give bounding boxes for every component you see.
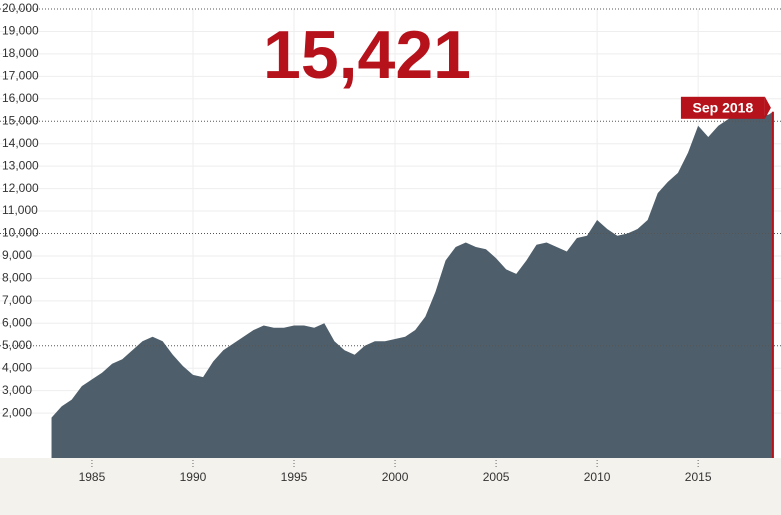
x-tick-label: 1985	[79, 470, 106, 484]
headline: 15,421	[263, 17, 471, 93]
y-tick-label: 5,000	[2, 338, 32, 352]
y-tick-label: 16,000	[2, 91, 39, 105]
y-tick-label: 2,000	[2, 405, 32, 419]
x-tick-label: 1990	[180, 470, 207, 484]
y-tick-label: 10,000	[2, 226, 39, 240]
y-tick-label: 6,000	[2, 315, 32, 329]
y-tick-label: 20,000	[2, 1, 39, 15]
y-tick-label: 19,000	[2, 24, 39, 38]
y-tick-label: 8,000	[2, 271, 32, 285]
end-label: Sep 2018	[693, 100, 754, 116]
x-tick-label: 2015	[685, 470, 712, 484]
y-tick-label: 17,000	[2, 69, 39, 83]
area	[51, 110, 773, 459]
y-tick-label: 3,000	[2, 383, 32, 397]
y-tick-label: 4,000	[2, 360, 32, 374]
x-tick-label: 2000	[382, 470, 409, 484]
y-tick-label: 11,000	[2, 203, 38, 217]
y-tick-label: 14,000	[2, 136, 39, 150]
end-label-pointer	[764, 96, 771, 119]
y-tick-label: 9,000	[2, 248, 32, 262]
end-label-box	[680, 96, 765, 119]
y-tick-label: 12,000	[2, 181, 39, 195]
y-tick-label: 13,000	[2, 158, 39, 172]
x-tick-label: 2010	[584, 470, 611, 484]
x-tick-label: 2005	[483, 470, 510, 484]
x-tick-label: 1995	[281, 470, 308, 484]
y-tick-label: 18,000	[2, 46, 39, 60]
y-tick-label: 7,000	[2, 293, 32, 307]
y-tick-label: 15,000	[2, 113, 39, 127]
